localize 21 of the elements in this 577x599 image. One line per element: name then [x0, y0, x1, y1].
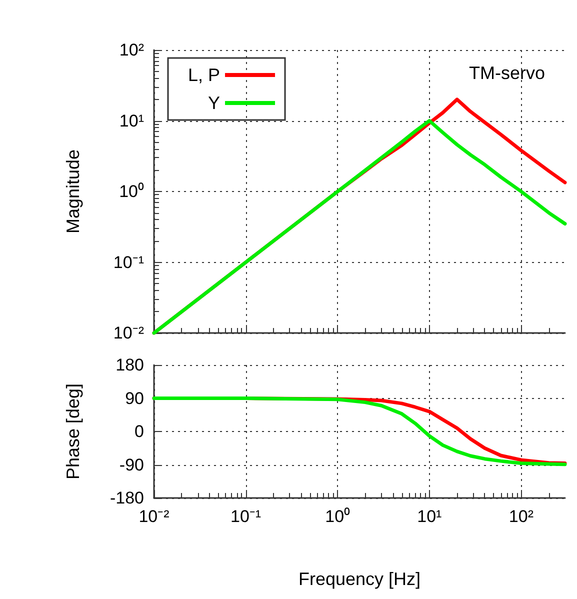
- y-tick-label: 10¹: [119, 111, 144, 130]
- x-tick-label: 10¹: [417, 507, 442, 526]
- y-tick-label: 10⁻²: [113, 324, 144, 342]
- x-tick-label: 10⁻²: [138, 507, 170, 526]
- y-tick-label: 10⁻¹: [113, 252, 144, 272]
- x-tick-label: 10²: [508, 507, 534, 526]
- y-tick-label: 10²: [119, 40, 144, 60]
- y-axis-title: Magnitude: [63, 149, 83, 234]
- y-tick-label: 180: [116, 356, 144, 374]
- y-tick-label: 90: [125, 388, 144, 408]
- y-tick-label: -180: [110, 488, 144, 508]
- x-axis-title: Frequency [Hz]: [298, 569, 421, 589]
- x-tick-label: 10⁻¹: [230, 507, 262, 526]
- x-tick-label: 10⁰: [325, 507, 350, 526]
- y-tick-label: 10⁰: [119, 182, 144, 201]
- annotation: TM-servo: [469, 63, 545, 83]
- y-axis-title: Phase [deg]: [63, 383, 83, 480]
- legend-label: L, P: [188, 65, 220, 85]
- legend-label: Y: [208, 93, 220, 113]
- y-tick-label: 0: [134, 422, 144, 441]
- y-tick-label: -90: [119, 455, 144, 474]
